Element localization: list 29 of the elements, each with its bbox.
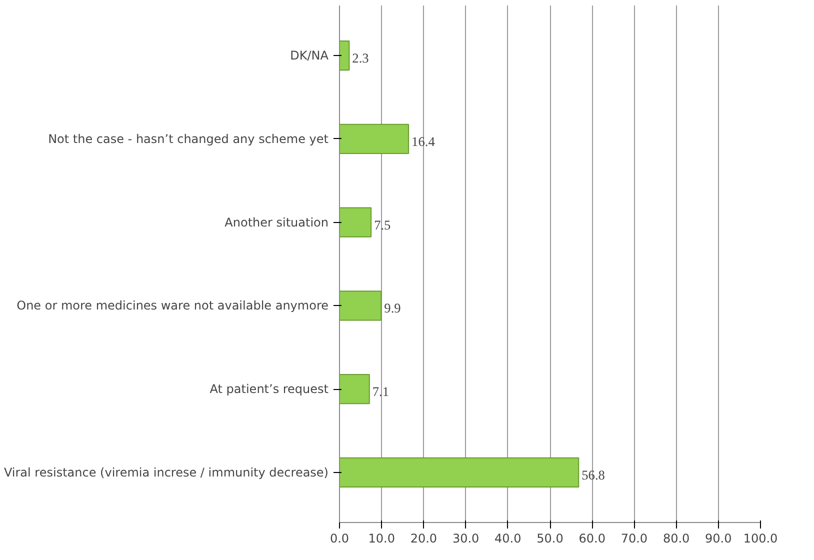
y-tick-label: At patient’s request	[210, 382, 329, 396]
x-tick-label: 100.0	[743, 532, 778, 546]
data-label: 56.8	[582, 467, 606, 482]
y-tick-label: DK/NA	[290, 48, 330, 63]
data-label: 16.4	[412, 134, 436, 149]
y-tick-label: One or more medicines ware not available anymore	[16, 298, 329, 313]
x-tick-label: 70.0	[620, 532, 648, 546]
x-tick-label: 80.0	[662, 532, 690, 546]
x-tick-label: 50.0	[536, 532, 564, 546]
bar	[340, 374, 370, 404]
y-tick-label: Viral resistance (viremia increse / immunity decrease)	[4, 465, 329, 480]
x-tick-label: 40.0	[494, 532, 522, 546]
data-label: 7.5	[374, 217, 392, 232]
data-label: 2.3	[352, 50, 370, 66]
x-tick-label: 20.0	[410, 532, 438, 546]
bar	[340, 457, 580, 488]
x-tick-label: 0.0	[330, 532, 350, 546]
y-tick-label: Not the case - hasn’t changed any scheme yet	[48, 132, 329, 146]
x-tick-label: 10.0	[368, 532, 395, 546]
bar	[340, 40, 350, 71]
x-tick-label: 60.0	[578, 532, 606, 546]
bar	[340, 290, 382, 321]
y-tick-label: Another situation	[224, 215, 329, 230]
bar	[340, 207, 372, 238]
data-label: 9.9	[384, 300, 402, 316]
data-label: 7.1	[372, 384, 390, 400]
bar	[340, 124, 410, 154]
x-tick-label: 30.0	[452, 532, 480, 546]
x-tick-label: 90.0	[705, 532, 732, 546]
